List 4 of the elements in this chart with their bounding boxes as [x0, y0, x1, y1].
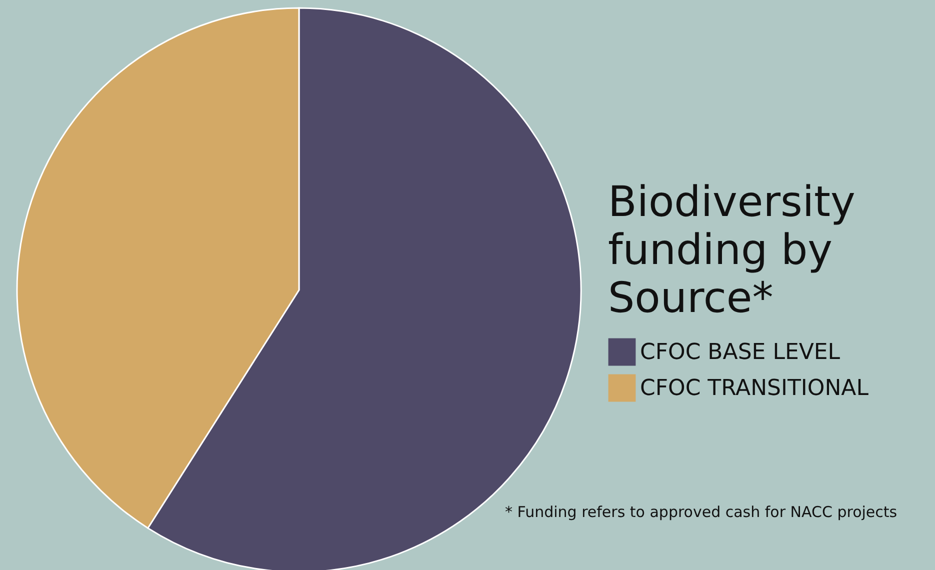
- text: Biodiversity funding by Source*: [608, 177, 856, 322]
- text: * Funding refers to approved cash for NACC projects: [505, 503, 898, 521]
- legend-label: CFOC TRANSITIONAL: [640, 376, 870, 401]
- legend-label: CFOC BASE LEVEL: [640, 340, 841, 365]
